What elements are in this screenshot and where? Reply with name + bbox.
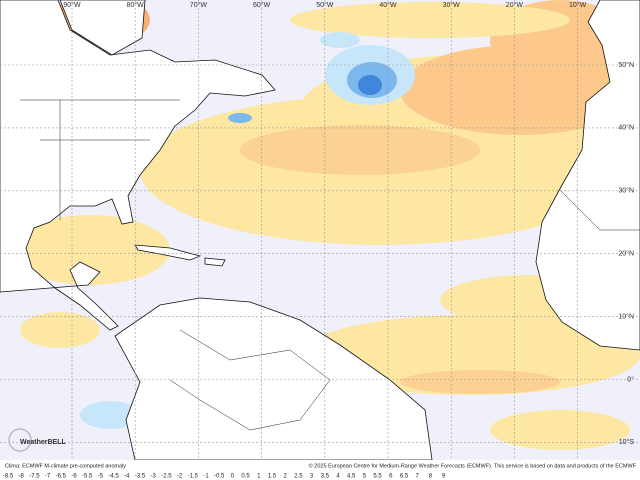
logo: WeatherBELL [8, 428, 66, 452]
colorbar-label: -0.5 [214, 474, 225, 480]
colorbar-label: -4.5 [108, 474, 119, 480]
colorbar-label: 2 [284, 474, 288, 480]
colorbar-label: 4 [336, 474, 340, 480]
colorbar-label: -7.5 [29, 474, 40, 480]
colorbar-label: 6.5 [400, 474, 409, 480]
colorbar-labels: -8.5 -8 -7.5 -7 -6.5 -6 -5.5 -5 -4.5 -4 -3.5 -3 -2.5… [3, 474, 446, 480]
longitude-label: 90°W [63, 1, 81, 9]
colorbar-label: 7 [416, 474, 420, 480]
colorbar-label: -1 [203, 474, 209, 480]
graticule-labels: 90°W 80°W 70°W 60°W 50°W 40°W 30°W 20°W 10°W 50°N… [63, 1, 634, 446]
latitude-label: 30°N [618, 187, 634, 195]
colorbar-label: -3 [151, 474, 157, 480]
colorbar-label: 5 [363, 474, 367, 480]
longitude-label: 10°W [569, 1, 587, 9]
latitude-label: 10°S [619, 438, 635, 446]
longitude-label: 70°W [190, 1, 208, 9]
colorbar-label: 4.5 [347, 474, 356, 480]
longitude-label: 20°W [506, 1, 524, 9]
colorbar-label: 0 [231, 474, 235, 480]
logo-text: WeatherBELL [20, 439, 66, 446]
colorbar-label: 9 [442, 474, 446, 480]
colorbar-label: 0.5 [241, 474, 250, 480]
colorbar-label: -3.5 [135, 474, 146, 480]
colorbar-label: -1.5 [188, 474, 199, 480]
footer-right: © 2025 European Centre for Medium-Range … [309, 462, 637, 469]
longitude-label: 30°W [443, 1, 461, 9]
longitude-label: 80°W [127, 1, 145, 9]
land [0, 0, 640, 461]
colorbar-label: 5.5 [373, 474, 382, 480]
longitude-label: 50°W [316, 1, 334, 9]
colorbar-label: 8 [429, 474, 433, 480]
latitude-label: 0° [627, 375, 634, 383]
colorbar-label: 6 [389, 474, 393, 480]
footer-band [0, 460, 640, 480]
colorbar-label: 1.5 [268, 474, 277, 480]
colorbar-label: -7 [45, 474, 51, 480]
colorbar-label: -2.5 [161, 474, 172, 480]
colorbar-label: 3.5 [321, 474, 330, 480]
colorbar-label: -8 [19, 474, 25, 480]
colorbar-label: -2 [177, 474, 183, 480]
colorbar-label: 2.5 [294, 474, 303, 480]
colorbar-label: -6 [71, 474, 77, 480]
latitude-label: 10°N [618, 312, 634, 320]
colorbar-label: -5.5 [82, 474, 93, 480]
longitude-label: 60°W [253, 1, 271, 9]
colorbar-label: 1 [257, 474, 261, 480]
latitude-label: 50°N [618, 61, 634, 69]
colorbar-label: -4 [124, 474, 130, 480]
colorbar-label: -6.5 [56, 474, 67, 480]
colorbar-label: 3 [310, 474, 314, 480]
graticule [0, 0, 640, 460]
footer-left: Clima: ECMWF M-climate pre-computed anom… [5, 463, 126, 469]
colorbar-label: -5 [98, 474, 104, 480]
longitude-label: 40°W [379, 1, 397, 9]
latitude-label: 20°N [618, 250, 634, 258]
latitude-label: 40°N [618, 124, 634, 132]
colorbar-label: -8.5 [3, 474, 14, 480]
